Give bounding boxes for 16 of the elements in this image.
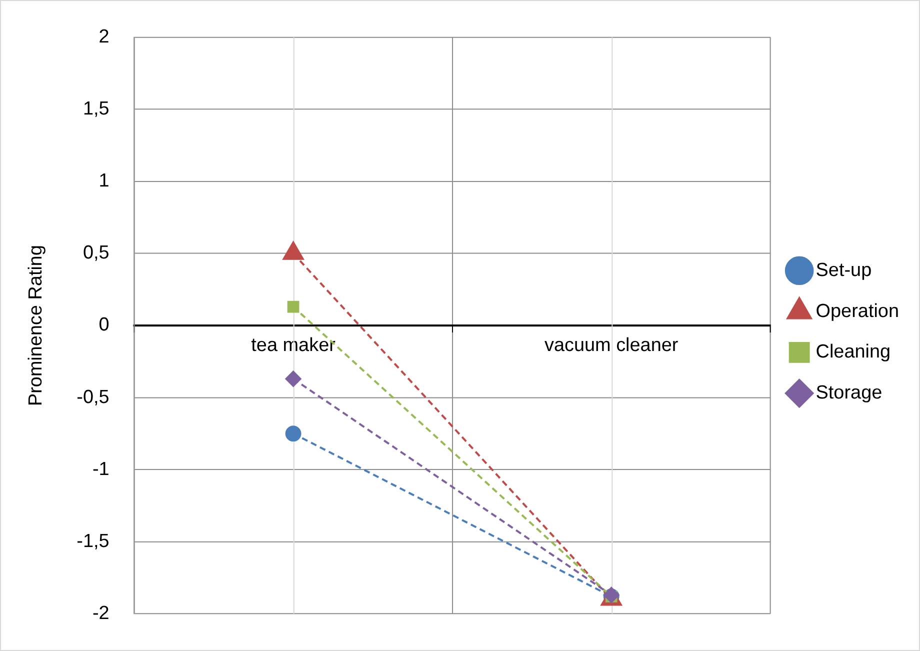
y-tick-label: -0,5 xyxy=(76,386,110,408)
y-tick-label: 2 xyxy=(98,26,110,48)
x-tick-label: tea maker xyxy=(251,335,336,356)
x-tick-label: vacuum cleaner xyxy=(544,335,678,356)
legend-label: Operation xyxy=(816,300,899,322)
y-tick-label: -1,5 xyxy=(76,530,110,552)
legend-label: Set-up xyxy=(816,260,872,281)
y-tick-label: -2 xyxy=(92,602,110,624)
legend-label: Cleaning xyxy=(816,342,891,363)
legend-label: Storage xyxy=(816,382,882,404)
y-tick-label: 1,5 xyxy=(82,98,110,120)
y-tick-label: 0 xyxy=(98,314,110,336)
y-tick-label: 1 xyxy=(98,170,110,192)
y-tick-label: 0,5 xyxy=(82,242,110,264)
y-tick-label: -1 xyxy=(92,458,110,480)
y-axis-title: Prominence Rating xyxy=(26,245,47,406)
